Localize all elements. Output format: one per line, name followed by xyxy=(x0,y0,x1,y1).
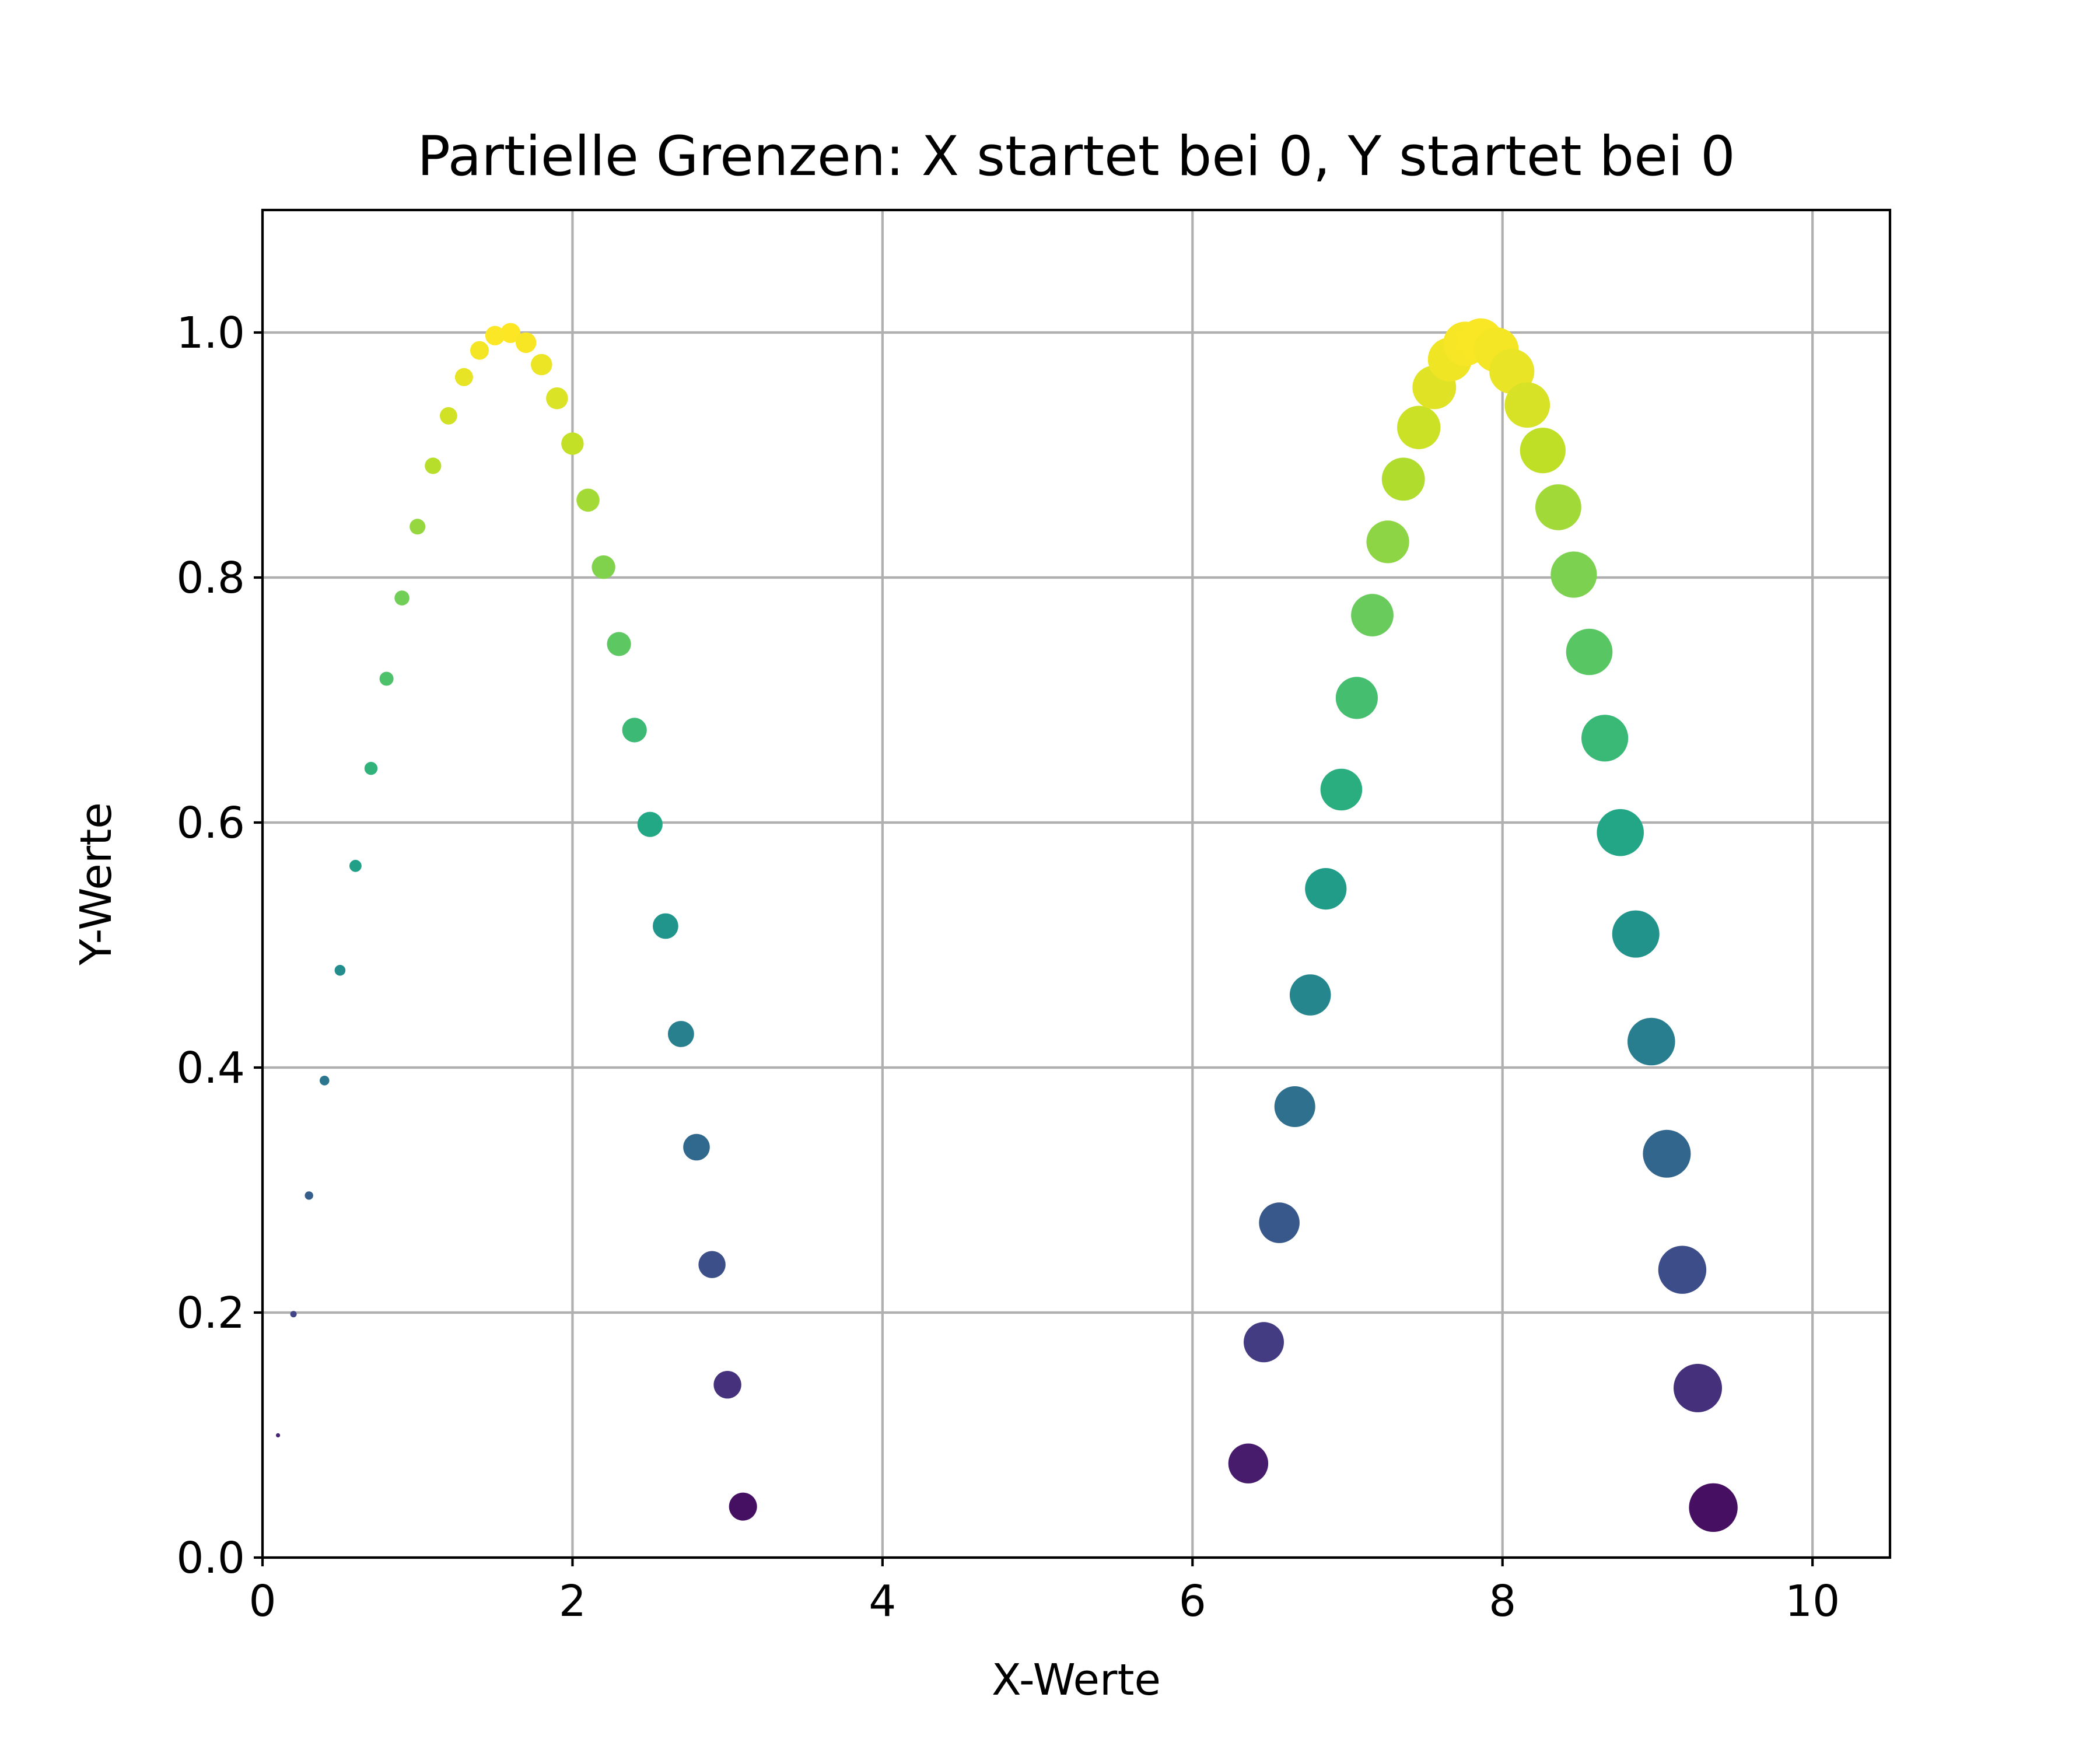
data-point xyxy=(531,354,552,376)
grid xyxy=(261,210,1890,1559)
data-point xyxy=(1658,1245,1707,1294)
data-point xyxy=(320,1076,330,1086)
y-tick-label: 0.0 xyxy=(176,1533,245,1583)
data-point xyxy=(394,590,410,606)
data-point xyxy=(1259,1202,1300,1243)
data-point xyxy=(276,1433,281,1437)
data-point xyxy=(440,407,457,425)
data-point xyxy=(290,1311,297,1318)
x-tick-label: 10 xyxy=(1785,1576,1840,1626)
data-point xyxy=(1366,520,1409,564)
data-point xyxy=(304,1191,313,1200)
data-point xyxy=(683,1133,710,1161)
x-tick-label: 4 xyxy=(869,1576,896,1626)
data-point xyxy=(653,913,678,939)
chart-title: Partielle Grenzen: X startet bei 0, Y st… xyxy=(417,125,1735,188)
data-point xyxy=(516,332,537,354)
data-point xyxy=(1244,1322,1284,1363)
data-point xyxy=(576,488,600,512)
data-point xyxy=(1335,677,1378,719)
data-point xyxy=(1274,1086,1315,1127)
data-point xyxy=(698,1251,726,1278)
data-point xyxy=(470,341,489,360)
y-tick-label: 1.0 xyxy=(176,308,245,358)
data-point xyxy=(1566,628,1613,676)
data-point xyxy=(1643,1129,1691,1178)
data-point xyxy=(1674,1363,1722,1412)
data-point xyxy=(561,432,584,455)
data-point xyxy=(334,965,346,976)
data-point xyxy=(592,555,615,579)
data-point xyxy=(1305,868,1347,910)
x-tick-label: 2 xyxy=(559,1576,586,1626)
data-point xyxy=(622,718,647,743)
data-point xyxy=(454,368,473,386)
data-point xyxy=(1628,1017,1675,1066)
data-point xyxy=(1489,349,1535,394)
data-point xyxy=(410,519,426,535)
data-point xyxy=(1228,1443,1269,1483)
y-tick-label: 0.6 xyxy=(176,798,245,848)
x-tick-label: 6 xyxy=(1179,1576,1206,1626)
data-point xyxy=(1289,974,1331,1016)
data-point xyxy=(500,323,521,343)
data-point xyxy=(1381,457,1425,501)
data-points xyxy=(276,318,1738,1532)
data-point xyxy=(1689,1483,1738,1532)
data-point xyxy=(1397,405,1441,449)
axis-ticks: 0 2 4 6 8 10 0.0 0.2 0.4 0.6 0.8 1.0 xyxy=(176,308,1840,1626)
data-point xyxy=(485,326,505,345)
y-tick-label: 0.8 xyxy=(176,553,245,603)
data-point xyxy=(1320,768,1363,811)
data-point xyxy=(729,1492,757,1521)
data-point xyxy=(607,632,631,656)
data-point xyxy=(1597,809,1644,856)
data-point xyxy=(364,762,378,775)
data-point xyxy=(713,1371,741,1399)
data-point xyxy=(1351,594,1394,636)
data-point xyxy=(379,671,394,686)
data-point xyxy=(1581,715,1629,762)
x-axis-label: X-Werte xyxy=(992,1655,1161,1705)
y-axis-label: Y-Werte xyxy=(71,802,121,965)
y-tick-label: 0.2 xyxy=(176,1288,245,1338)
data-point xyxy=(1520,428,1566,474)
data-point xyxy=(546,387,568,410)
data-point xyxy=(668,1021,694,1047)
data-point xyxy=(1504,382,1550,428)
data-point xyxy=(1612,910,1660,958)
y-tick-label: 0.4 xyxy=(176,1043,245,1093)
data-point xyxy=(349,859,362,872)
data-point xyxy=(1535,484,1581,530)
data-point xyxy=(425,457,442,474)
x-tick-label: 0 xyxy=(249,1576,276,1626)
x-tick-label: 8 xyxy=(1489,1576,1516,1626)
data-point xyxy=(637,811,663,837)
plot-frame xyxy=(261,208,1892,1559)
data-point xyxy=(1550,551,1597,598)
